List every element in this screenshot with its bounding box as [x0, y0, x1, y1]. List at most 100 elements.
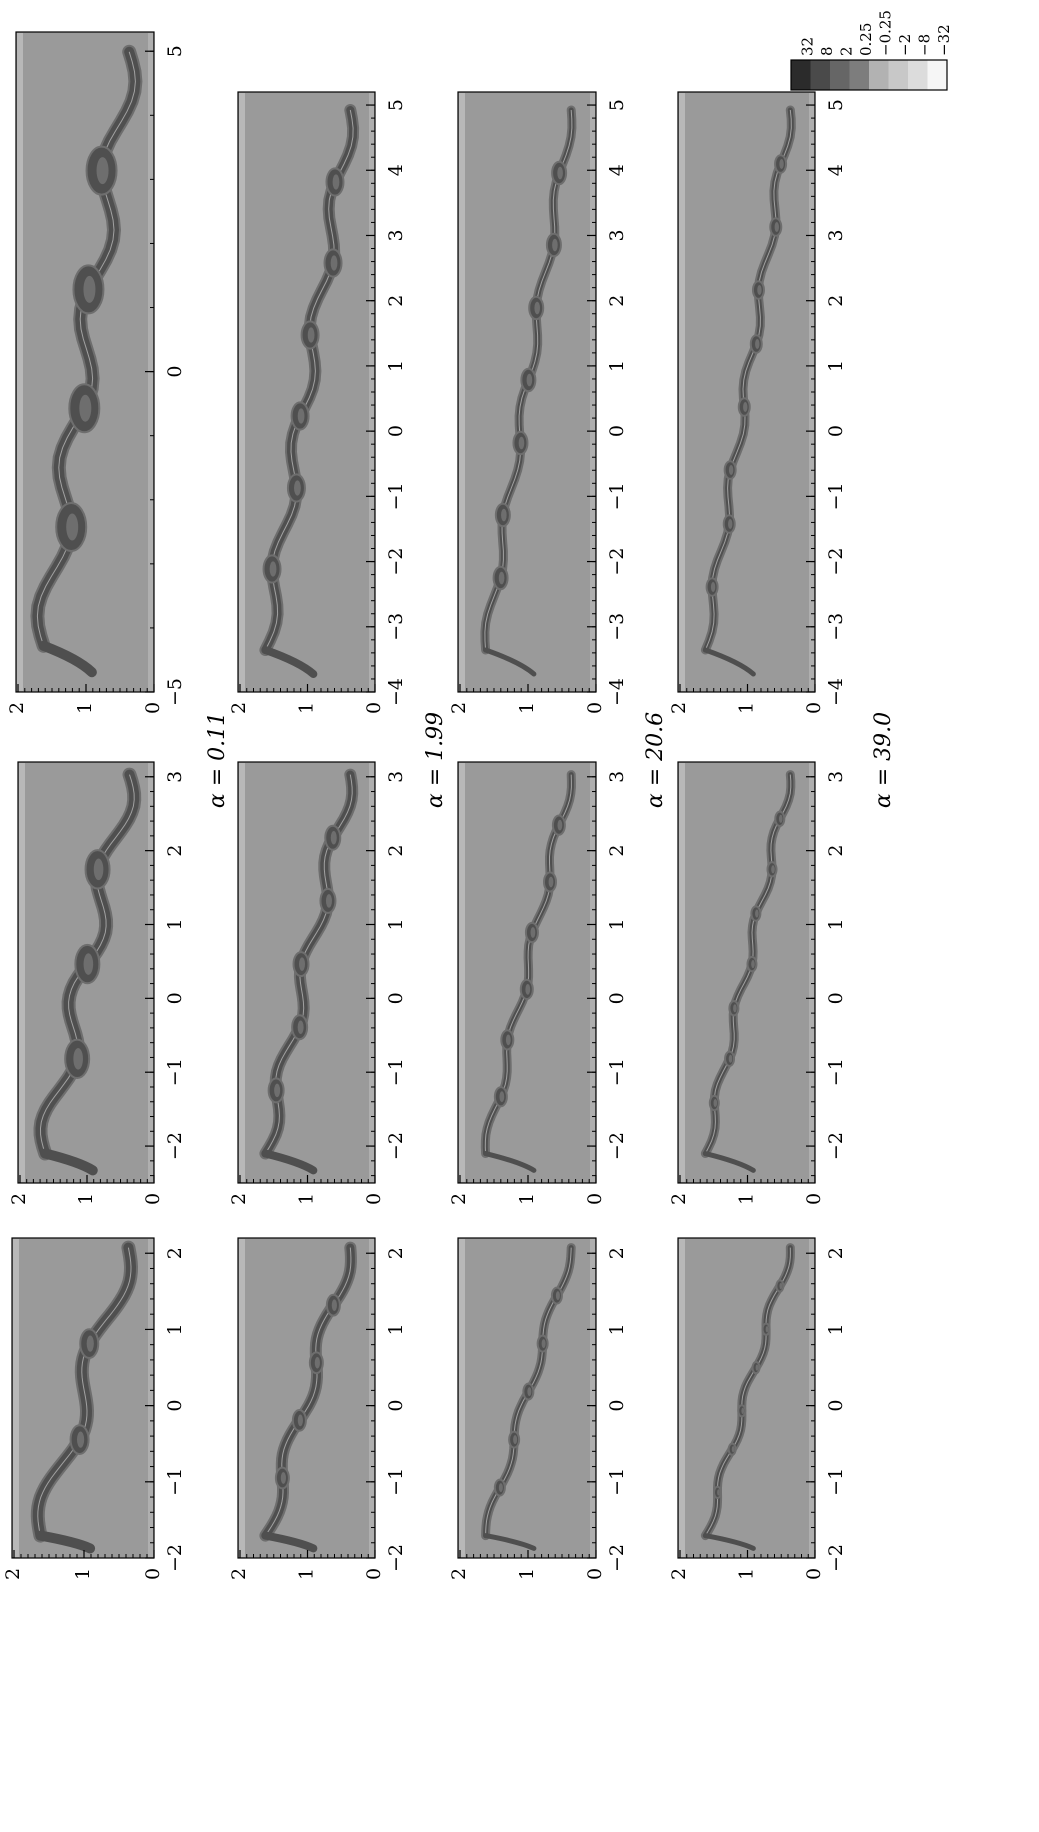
vortex-core: [96, 157, 109, 185]
wall-strip-bottom: [148, 33, 153, 691]
vortex-core: [557, 819, 563, 831]
panel-r4-c1: −2 −1 0 1 2 0 1 2: [668, 1237, 847, 1580]
y-tick-label: 1: [74, 702, 96, 714]
colorbar-swatch: [908, 60, 928, 90]
alpha-label: α = 0.11: [205, 712, 230, 808]
vortex-core: [717, 1489, 720, 1496]
y-tick-label: 0: [584, 1568, 606, 1580]
colorbar-level-label: −8: [916, 34, 934, 56]
x-tick-label: −1: [164, 1058, 186, 1086]
x-tick-label: −2: [385, 548, 407, 576]
x-tick-label: 1: [606, 918, 628, 930]
x-tick-label: 2: [606, 845, 628, 857]
x-tick-label: −2: [825, 548, 847, 576]
colorbar-level-label: 32: [799, 37, 817, 56]
x-tick-label: 4: [385, 164, 407, 176]
wall-strip-top: [459, 763, 465, 1182]
y-tick-label: 2: [448, 1193, 470, 1205]
vortex-core: [527, 1387, 532, 1397]
vortex-core: [778, 814, 783, 823]
vortex-core: [541, 1339, 546, 1349]
x-tick-label: −2: [385, 1132, 407, 1160]
y-tick-label: 1: [736, 1568, 758, 1580]
x-tick-label: −2: [825, 1544, 847, 1572]
x-tick-label: −4: [606, 678, 628, 706]
x-tick-label: 2: [606, 295, 628, 307]
vortex-core: [330, 255, 338, 271]
colorbar-level-label: −0.25: [877, 10, 895, 56]
wall-strip-top: [679, 763, 685, 1182]
y-tick-label: 2: [8, 1193, 30, 1205]
vortex-core: [526, 373, 533, 387]
x-tick-label: −1: [385, 482, 407, 510]
y-tick-label: 2: [228, 1193, 250, 1205]
x-tick-label: −2: [164, 1132, 186, 1160]
vortex-core: [555, 1291, 560, 1301]
x-tick-label: 1: [164, 1323, 186, 1335]
x-tick-label: 5: [825, 99, 847, 111]
x-tick-label: 3: [385, 771, 407, 783]
vortex-core: [741, 1407, 745, 1414]
x-tick-label: 1: [385, 360, 407, 372]
y-tick-label: 0: [363, 1568, 385, 1580]
vortex-core: [530, 927, 536, 938]
y-tick-label: 0: [803, 702, 825, 714]
vortex-core: [501, 508, 507, 522]
x-tick-label: 0: [825, 1400, 847, 1412]
wall-strip-bottom: [590, 763, 595, 1182]
vortex-core: [513, 1435, 518, 1445]
vortex-core: [733, 1004, 737, 1013]
x-tick-label: −3: [825, 613, 847, 641]
x-tick-label: 4: [606, 164, 628, 176]
wall-strip-bottom: [369, 763, 374, 1182]
x-tick-label: 1: [825, 918, 847, 930]
alpha-label: α = 20.6: [643, 712, 668, 808]
x-tick-label: 0: [606, 425, 628, 437]
x-tick-label: −1: [164, 1468, 186, 1496]
vortex-core: [751, 960, 755, 969]
vortex-core: [86, 1335, 94, 1352]
y-tick-label: 1: [516, 1193, 538, 1205]
panel-r1-c1: −2 −1 0 1 2 0 1 2: [2, 1237, 186, 1580]
y-tick-label: 0: [803, 1568, 825, 1580]
y-tick-label: 1: [516, 1568, 538, 1580]
y-tick-label: 1: [296, 1193, 318, 1205]
x-tick-label: −2: [164, 1544, 186, 1572]
x-tick-label: 0: [385, 992, 407, 1004]
colorbar-level-label: 0.25: [857, 23, 875, 56]
vortex-core: [76, 1431, 85, 1448]
vortex-core: [332, 174, 340, 190]
vortex-core: [728, 519, 733, 529]
vortex-core: [93, 858, 104, 881]
wall-strip-top: [239, 763, 245, 1182]
y-tick-label: 0: [584, 1193, 606, 1205]
x-tick-label: 1: [164, 918, 186, 930]
colorbar-swatch: [888, 60, 908, 90]
x-tick-label: 1: [606, 360, 628, 372]
wall-strip-bottom: [369, 1239, 374, 1557]
interface-head: [483, 1151, 537, 1173]
vortex-core: [269, 561, 277, 577]
vortex-core: [498, 571, 505, 585]
x-tick-label: 1: [825, 1323, 847, 1335]
interface-head: [702, 647, 756, 677]
x-tick-label: 1: [385, 918, 407, 930]
x-tick-label: −1: [825, 1058, 847, 1086]
interface-highlight: [704, 109, 792, 651]
y-tick-label: 0: [584, 702, 606, 714]
x-tick-label: 3: [606, 771, 628, 783]
interface-head: [261, 646, 318, 678]
wall-strip-top: [679, 93, 685, 691]
x-tick-label: 5: [164, 45, 186, 57]
vortex-core: [325, 894, 332, 908]
colorbar-swatch: [869, 60, 889, 90]
interface-head: [38, 640, 97, 678]
colorbar-swatch: [927, 60, 947, 90]
y-tick-label: 1: [296, 1568, 318, 1580]
colorbar: 32 8 2 0.25 −0.25 −2 −8 −32: [790, 10, 953, 91]
vortex-core: [297, 1414, 303, 1427]
x-tick-label: 3: [164, 771, 186, 783]
panel-r3-c2: −2 −1 0 1 2 3 0 1 2: [448, 761, 628, 1205]
